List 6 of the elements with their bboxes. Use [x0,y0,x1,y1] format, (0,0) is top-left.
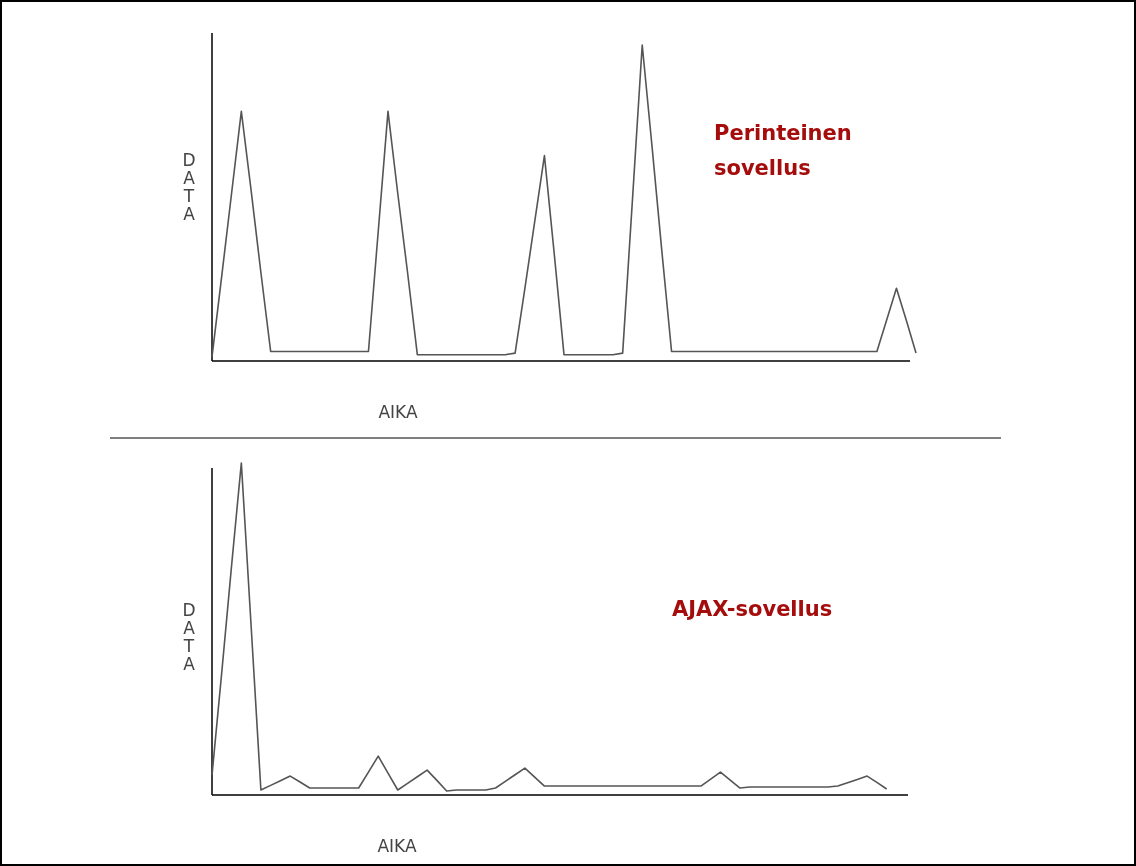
x-axis-title: AIKA [377,836,417,856]
annotation: AJAX-sovellus [672,597,833,621]
x-axis-title: AIKA [378,402,418,422]
annotation: Perinteinen sovellus [714,121,852,180]
y-axis-title: DATA [179,600,199,672]
y-axis-title: DATA [179,150,199,222]
